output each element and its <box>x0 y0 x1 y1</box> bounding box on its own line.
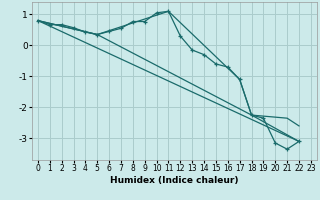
X-axis label: Humidex (Indice chaleur): Humidex (Indice chaleur) <box>110 176 239 185</box>
